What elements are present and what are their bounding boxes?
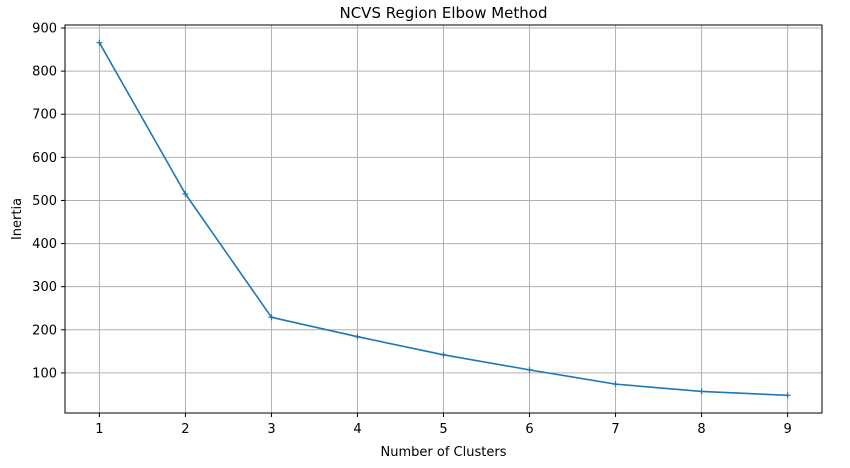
y-tick-label: 300	[32, 280, 57, 295]
y-axis-label: Inertia	[10, 198, 25, 240]
x-tick-label: 1	[95, 422, 103, 437]
x-tick-label: 3	[267, 422, 275, 437]
y-tick-label: 200	[32, 323, 57, 338]
y-tick-label: 800	[32, 65, 57, 80]
y-tick-label: 700	[32, 108, 57, 123]
data-point	[526, 366, 533, 373]
y-axis-ticks: 100 200 300 400 500 600 700 800 900	[32, 22, 65, 381]
data-point	[440, 351, 447, 358]
data-point	[96, 39, 103, 46]
series-layer	[96, 39, 791, 399]
x-axis-ticks: 1 2 3 4 5 6 7 8 9	[95, 413, 792, 437]
data-point	[612, 381, 619, 388]
grid-lines	[65, 25, 822, 413]
x-tick-label: 4	[353, 422, 361, 437]
data-point	[182, 190, 189, 197]
data-point	[354, 333, 361, 340]
data-point	[698, 388, 705, 395]
chart-title: NCVS Region Elbow Method	[339, 4, 547, 22]
x-tick-label: 8	[697, 422, 705, 437]
x-tick-label: 7	[611, 422, 619, 437]
x-tick-label: 9	[783, 422, 791, 437]
y-tick-label: 900	[32, 22, 57, 37]
y-tick-label: 400	[32, 237, 57, 252]
x-axis-label: Number of Clusters	[381, 445, 507, 460]
x-tick-label: 6	[525, 422, 533, 437]
x-tick-label: 5	[439, 422, 447, 437]
y-tick-label: 600	[32, 151, 57, 166]
x-tick-label: 2	[181, 422, 189, 437]
y-tick-label: 100	[32, 366, 57, 381]
y-tick-label: 500	[32, 194, 57, 209]
data-point	[268, 314, 275, 321]
data-point	[784, 392, 791, 399]
